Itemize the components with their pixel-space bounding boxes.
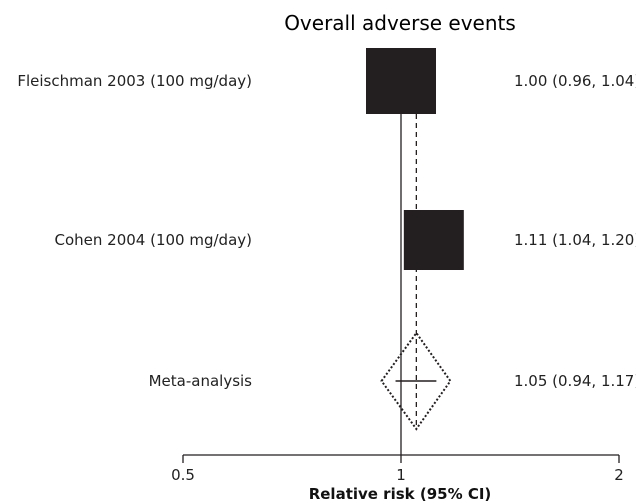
study-square-marker	[403, 210, 464, 270]
ci-value-label: 1.05 (0.94, 1.17)	[514, 372, 636, 390]
study-square-marker	[366, 48, 436, 114]
reference-lines	[400, 65, 417, 455]
study-label: Meta-analysis	[149, 372, 253, 390]
study-label: Cohen 2004 (100 mg/day)	[55, 231, 252, 249]
ci-value-label: 1.00 (0.96, 1.04)	[514, 72, 636, 90]
study-labels: Fleischman 2003 (100 mg/day) 1.00 (0.96, …	[17, 72, 636, 390]
x-axis-label: Relative risk (95% CI)	[309, 485, 492, 503]
chart-title: Overall adverse events	[284, 11, 516, 35]
x-tick-label: 2	[614, 466, 624, 484]
x-tick-label: 0.5	[171, 466, 195, 484]
x-axis: 0.5 1 2	[171, 454, 624, 484]
ci-value-label: 1.11 (1.04, 1.20)	[514, 231, 636, 249]
meta-analysis-diamond	[380, 331, 452, 431]
study-marks	[366, 48, 464, 431]
x-tick-label: 1	[396, 466, 406, 484]
study-label: Fleischman 2003 (100 mg/day)	[17, 72, 252, 90]
